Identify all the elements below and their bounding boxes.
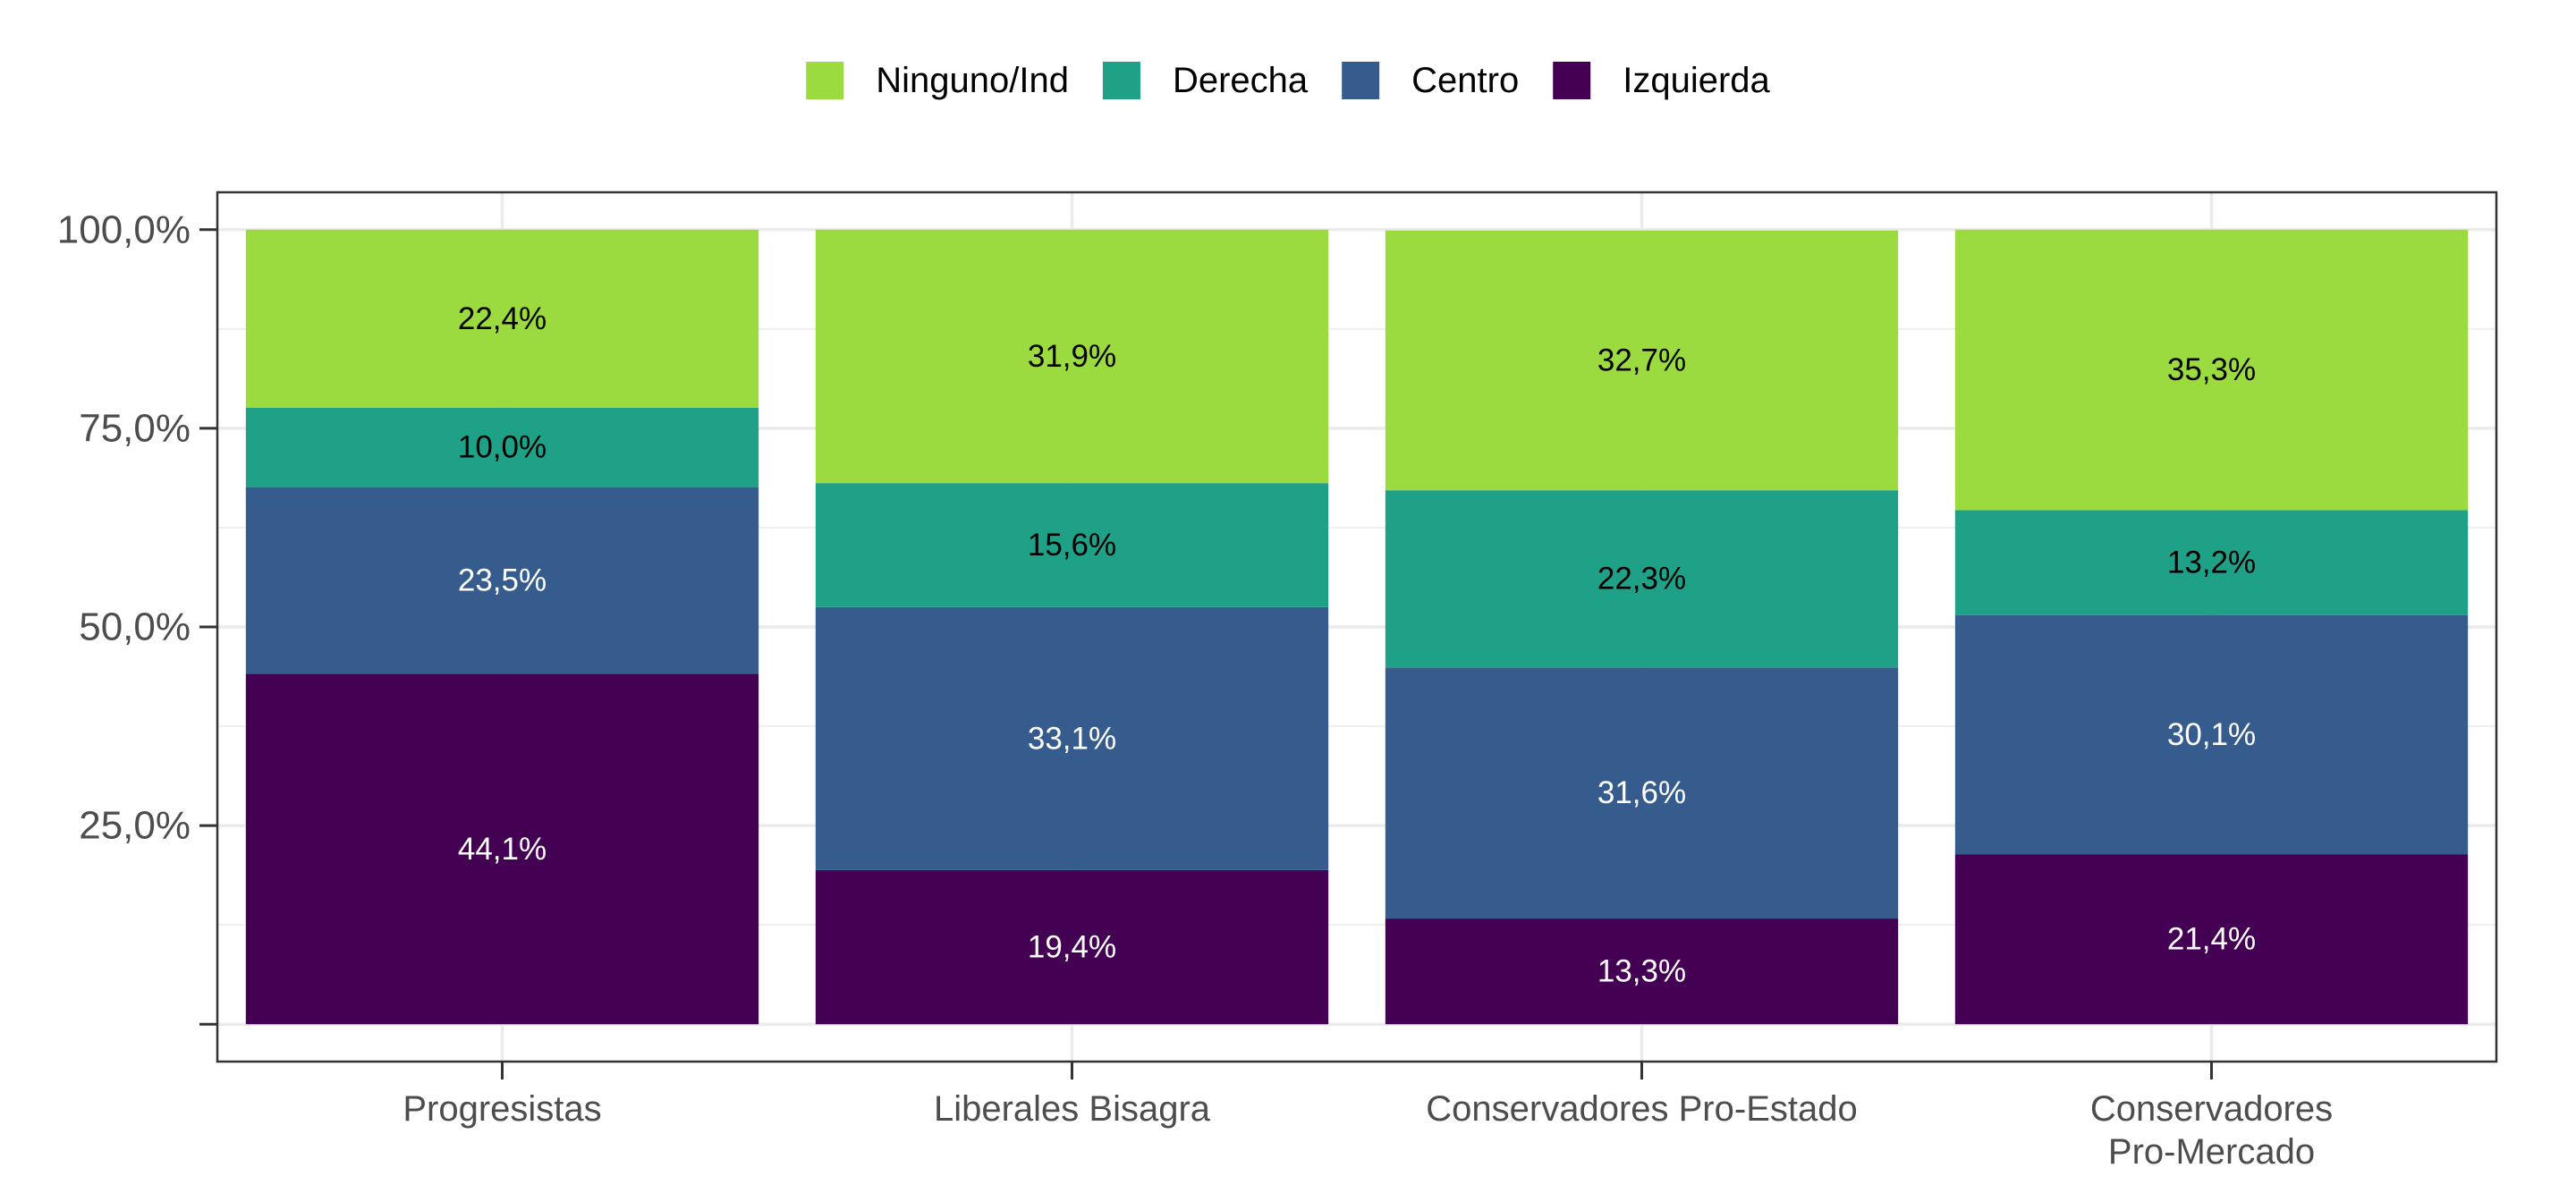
bar-value-label: 31,9%	[1028, 339, 1116, 374]
bar-segment	[1954, 854, 2469, 1025]
bar-segment	[1954, 229, 2469, 511]
bar-segment	[815, 483, 1329, 607]
legend-label: Derecha	[1173, 61, 1309, 100]
y-tick-label: 75,0%	[79, 406, 191, 450]
bar-value-label: 13,2%	[2167, 546, 2256, 580]
bar-segment	[815, 869, 1329, 1025]
legend-key-izquierda	[1553, 62, 1591, 99]
bar-value-label: 21,4%	[2167, 922, 2256, 957]
bar-segment	[815, 606, 1329, 870]
bar-value-label: 22,4%	[458, 301, 547, 336]
legend-label: Izquierda	[1623, 61, 1770, 100]
bar-value-label: 10,0%	[458, 430, 547, 465]
bar-segment	[1954, 614, 2469, 855]
y-tick-label: 25,0%	[79, 804, 191, 848]
bar-value-label: 22,3%	[1597, 562, 1686, 597]
x-tick-label-line: Pro-Mercado	[2108, 1132, 2315, 1172]
bar-value-label: 31,6%	[1597, 775, 1686, 810]
x-axis: Progresistas Liberales Bisagra Conservador…	[402, 1062, 2333, 1172]
bars	[245, 229, 2469, 1025]
x-tick-label-line: Progresistas	[402, 1089, 601, 1129]
bar-segment	[245, 229, 759, 408]
bar-segment	[1954, 510, 2469, 615]
legend-label: Ninguno/Ind	[876, 61, 1069, 100]
bar-value-label: 32,7%	[1597, 343, 1686, 377]
bar-segment	[245, 487, 759, 674]
x-tick-label: Progresistas	[402, 1089, 601, 1129]
legend-key-centro	[1342, 62, 1380, 99]
bar-value-label: 13,3%	[1597, 954, 1686, 989]
bar-value-label: 35,3%	[2167, 352, 2256, 387]
bar-value-label: 23,5%	[458, 563, 547, 598]
legend: Ninguno/Ind Derecha Centro Izquierda	[806, 61, 1771, 100]
x-tick-label: Conservadores Pro-Mercado	[2090, 1089, 2333, 1172]
bar-segment	[245, 673, 759, 1025]
bar-segment	[1385, 667, 1899, 919]
bar-value-label: 33,1%	[1028, 721, 1116, 756]
y-tick-label: 100,0%	[57, 207, 191, 251]
bar-segment	[1385, 918, 1899, 1025]
bar-value-label: 15,6%	[1028, 528, 1116, 563]
bar-value-label: 19,4%	[1028, 930, 1116, 965]
x-tick-label: Liberales Bisagra	[934, 1089, 1211, 1129]
x-tick-label: Conservadores Pro-Estado	[1426, 1089, 1857, 1129]
legend-key-ninguno-ind	[806, 62, 844, 99]
bar-value-label: 44,1%	[458, 832, 547, 867]
bar-labels: 44,1% 23,5% 10,0% 22,4% 19,4% 33,1% 15,6% 31,9%…	[458, 301, 2256, 989]
bar-segment	[815, 229, 1329, 484]
x-tick-label-line: Conservadores Pro-Estado	[1426, 1089, 1857, 1129]
x-tick-label-line: Conservadores	[2090, 1089, 2333, 1129]
legend-label: Centro	[1411, 61, 1519, 100]
legend-key-derecha	[1102, 62, 1140, 99]
bar-value-label: 30,1%	[2167, 717, 2256, 752]
y-tick-label: 50,0%	[79, 605, 191, 649]
x-tick-label-line: Liberales Bisagra	[934, 1089, 1211, 1129]
y-axis: 25,0% 50,0% 75,0% 100,0%	[57, 207, 217, 1026]
bar-segment	[1385, 490, 1899, 668]
bar-segment	[245, 407, 759, 487]
bar-segment	[1385, 230, 1899, 491]
